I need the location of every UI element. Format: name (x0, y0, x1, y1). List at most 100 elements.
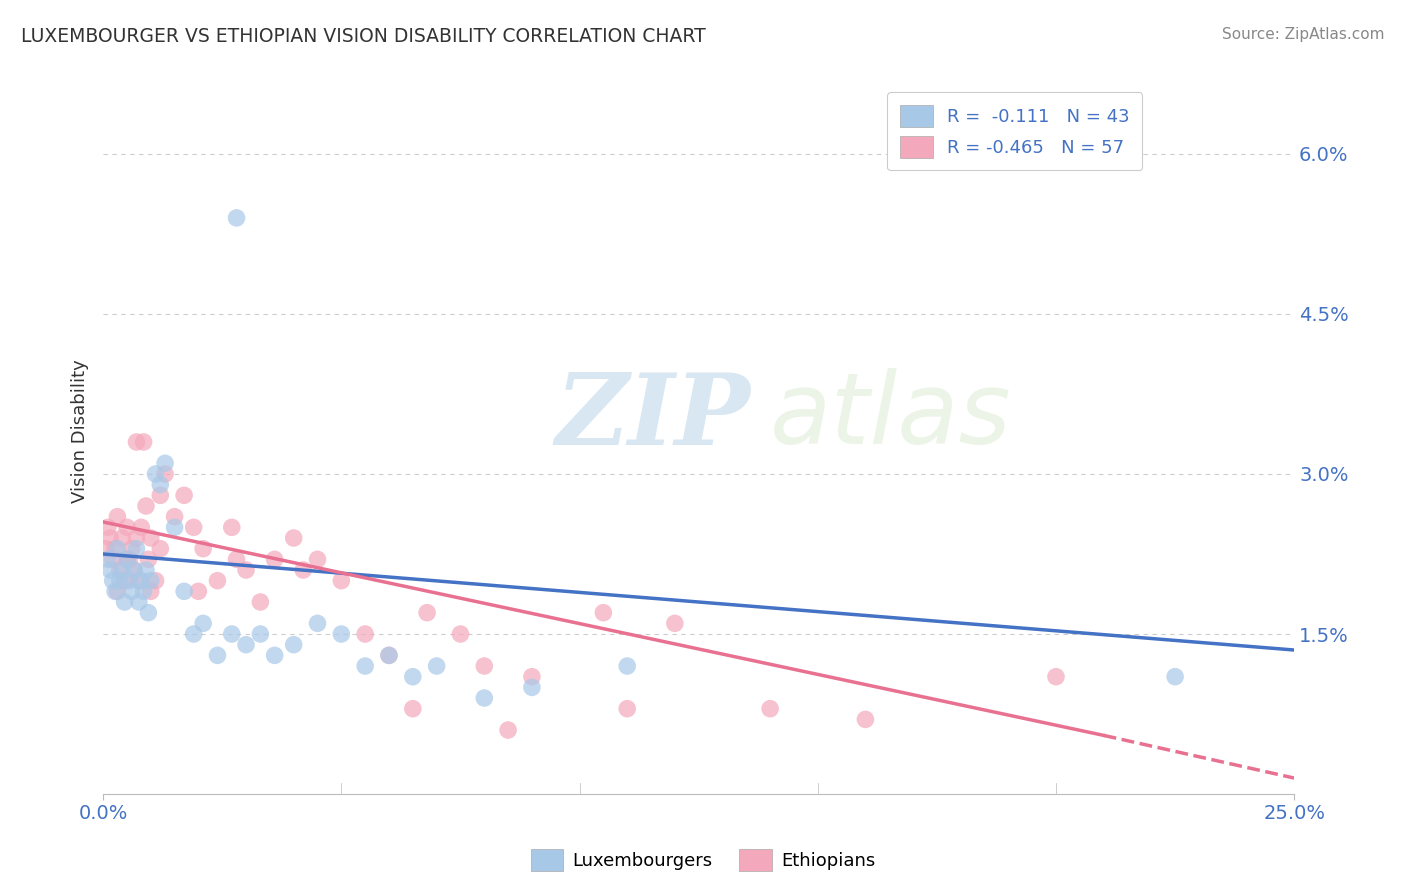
Point (207, 574, 229, 588)
Point (125, 531, 148, 545)
Point (187, 584, 209, 599)
Point (616, 659, 638, 673)
Text: LUXEMBOURGER VS ETHIOPIAN VISION DISABILITY CORRELATION CHART: LUXEMBOURGER VS ETHIOPIAN VISION DISABIL… (21, 27, 706, 45)
Point (107, 584, 129, 599)
Point (115, 520, 138, 534)
Point (104, 541, 127, 556)
Point (153, 456, 176, 470)
Point (101, 574, 124, 588)
Point (94, 541, 117, 556)
Point (416, 606, 439, 620)
Legend: R =  -0.111   N = 43, R = -0.465   N = 57: R = -0.111 N = 43, R = -0.465 N = 57 (887, 92, 1142, 170)
Point (193, 616, 215, 631)
Point (283, 638, 305, 652)
Point (139, 531, 162, 545)
Point (173, 488, 195, 502)
Point (163, 520, 186, 534)
Point (330, 574, 353, 588)
Y-axis label: Vision Disability: Vision Disability (72, 359, 89, 503)
Point (221, 520, 243, 534)
Point (104, 584, 127, 599)
Point (378, 648, 401, 663)
Point (114, 595, 136, 609)
Point (125, 541, 148, 556)
Point (263, 552, 285, 566)
Point (307, 552, 329, 566)
Point (163, 509, 186, 524)
Point (193, 541, 215, 556)
Point (354, 627, 377, 641)
Point (145, 467, 167, 481)
Point (664, 616, 686, 631)
Point (173, 584, 195, 599)
Point (759, 702, 782, 716)
Point (283, 531, 305, 545)
Point (135, 563, 157, 577)
Point (221, 627, 243, 641)
Point (138, 606, 160, 620)
Point (496, 723, 519, 737)
Point (183, 520, 205, 534)
Point (139, 574, 162, 588)
Point (235, 563, 257, 577)
Point (122, 563, 145, 577)
Point (354, 659, 377, 673)
Point (1164, 670, 1187, 684)
Point (426, 659, 449, 673)
Point (378, 648, 401, 663)
Point (402, 702, 425, 716)
Point (115, 552, 138, 566)
Point (118, 574, 141, 588)
Point (114, 574, 136, 588)
Text: Source: ZipAtlas.com: Source: ZipAtlas.com (1222, 27, 1385, 42)
Point (472, 659, 495, 673)
Point (107, 541, 129, 556)
Point (111, 563, 134, 577)
Point (118, 552, 141, 566)
Point (98, 563, 121, 577)
Point (97, 552, 120, 566)
Point (449, 627, 471, 641)
Point (149, 477, 172, 491)
Point (121, 584, 143, 599)
Point (249, 627, 271, 641)
Point (107, 509, 129, 524)
Point (138, 552, 160, 566)
Point (111, 531, 134, 545)
Point (139, 584, 162, 599)
Point (225, 211, 247, 225)
Point (225, 552, 247, 566)
Point (108, 563, 131, 577)
Point (149, 488, 172, 502)
Point (128, 595, 150, 609)
Point (129, 520, 152, 534)
Point (472, 691, 495, 706)
Point (135, 499, 157, 513)
Point (128, 574, 150, 588)
Point (520, 670, 543, 684)
Point (307, 616, 329, 631)
Point (855, 712, 877, 726)
Point (330, 627, 353, 641)
Point (153, 467, 176, 481)
Text: atlas: atlas (770, 368, 1012, 466)
Point (249, 595, 271, 609)
Point (115, 552, 138, 566)
Point (402, 670, 425, 684)
Point (132, 434, 155, 449)
Point (98, 531, 121, 545)
Point (129, 574, 152, 588)
Point (97, 520, 120, 534)
Point (520, 681, 543, 695)
Point (183, 627, 205, 641)
Point (1045, 670, 1067, 684)
Point (101, 552, 124, 566)
Point (207, 648, 229, 663)
Point (592, 606, 614, 620)
Point (292, 563, 315, 577)
Legend: Luxembourgers, Ethiopians: Luxembourgers, Ethiopians (523, 842, 883, 879)
Point (235, 638, 257, 652)
Point (263, 648, 285, 663)
Point (132, 584, 155, 599)
Point (121, 541, 143, 556)
